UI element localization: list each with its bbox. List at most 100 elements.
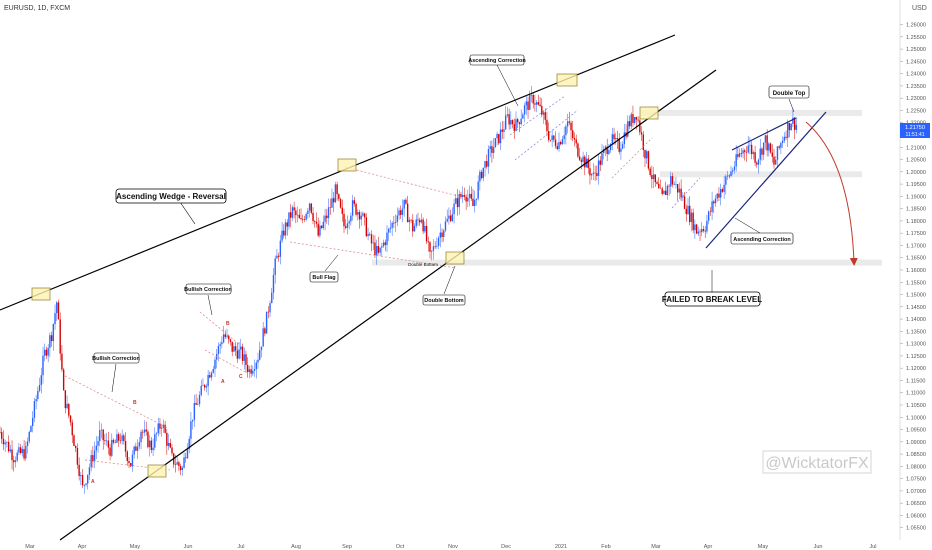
- candle-body: [119, 440, 122, 442]
- candle-body: [431, 250, 433, 252]
- candle-body: [375, 245, 378, 256]
- candle-body: [329, 207, 331, 208]
- watermark: @WicktatorFX: [765, 455, 869, 472]
- candle-body: [69, 415, 72, 423]
- candle-body: [308, 203, 311, 211]
- candle-body: [615, 138, 617, 140]
- candle-body: [766, 135, 768, 151]
- candle-body: [393, 222, 395, 224]
- candle-body: [391, 222, 393, 228]
- candle-body: [668, 185, 670, 187]
- y-tick-label: 1.06000: [906, 513, 926, 519]
- candle-body: [754, 152, 756, 163]
- candle-body: [666, 185, 669, 196]
- candle-body: [191, 419, 194, 422]
- candle-body: [658, 183, 660, 188]
- candle-body: [468, 193, 471, 198]
- candle-body: [690, 212, 693, 223]
- candle-body: [351, 200, 354, 216]
- candle-body: [348, 221, 350, 224]
- candle-body: [451, 214, 454, 221]
- candle-body: [2, 438, 5, 445]
- y-tick-label: 1.25000: [906, 47, 926, 53]
- candle-body: [123, 435, 125, 442]
- candle-body: [78, 464, 80, 477]
- candle-body: [229, 339, 232, 342]
- candle-body: [675, 184, 677, 185]
- svg-text:1.21750: 1.21750: [905, 125, 925, 131]
- candle-body: [126, 451, 128, 462]
- y-tick-label: 1.16500: [906, 256, 926, 262]
- x-tick-label: Apr: [78, 544, 87, 550]
- candle-body: [762, 142, 765, 155]
- candle-body: [642, 134, 644, 151]
- candle-body: [656, 182, 658, 184]
- candle-body: [246, 365, 249, 373]
- candle-body: [728, 175, 730, 177]
- candle-body: [207, 375, 209, 387]
- candle-body: [224, 334, 227, 337]
- candle-body: [327, 207, 330, 219]
- candle-body: [314, 220, 316, 222]
- candle-body: [257, 359, 259, 363]
- candle-body: [214, 359, 216, 369]
- candle-body: [566, 121, 569, 127]
- candle-body: [663, 190, 665, 194]
- candle-body: [360, 215, 362, 220]
- candle-body: [13, 460, 15, 463]
- candle-body: [702, 229, 705, 231]
- candle-body: [773, 156, 775, 165]
- y-tick-label: 1.18000: [906, 219, 926, 225]
- candle-body: [721, 189, 724, 192]
- x-tick-label: Jun: [814, 544, 823, 550]
- candle-body: [117, 434, 120, 441]
- candle-body: [420, 219, 423, 223]
- candle-body: [769, 143, 772, 153]
- abc-1-b: B: [133, 400, 137, 406]
- candle-body: [551, 135, 553, 141]
- candle-body: [142, 431, 144, 433]
- candle-body: [759, 148, 761, 160]
- candle-body: [682, 196, 684, 198]
- candle-body: [410, 219, 412, 221]
- candle-body: [432, 246, 435, 251]
- candle-body: [284, 222, 287, 236]
- candle-body: [80, 475, 82, 477]
- candle-body: [547, 131, 550, 140]
- candle-body: [262, 328, 264, 347]
- candle-body: [174, 464, 177, 466]
- candle-body: [92, 455, 94, 462]
- candle-body: [135, 446, 137, 451]
- candle-body: [556, 146, 558, 149]
- candle-body: [525, 101, 528, 106]
- candle-body: [370, 234, 373, 244]
- candle-body: [479, 171, 481, 182]
- candle-body: [577, 143, 579, 157]
- candle-body: [7, 441, 10, 452]
- candle-body: [470, 193, 472, 199]
- candle-body: [76, 447, 79, 465]
- candle-body: [326, 215, 328, 219]
- candle-body: [472, 198, 474, 207]
- candle-body: [529, 95, 531, 110]
- candle-body: [228, 335, 230, 340]
- callout-bullish-correction-1: Bullish Correction: [92, 352, 140, 393]
- candle-body: [30, 426, 32, 432]
- candle-body: [676, 184, 679, 193]
- candle-body: [320, 225, 323, 229]
- candle-body: [609, 144, 612, 151]
- candle-body: [87, 474, 89, 484]
- candle-body: [64, 390, 67, 409]
- candle-body: [785, 136, 787, 138]
- y-tick-label: 1.13000: [906, 342, 926, 348]
- x-tick-label: Mar: [25, 544, 35, 550]
- candle-body: [372, 242, 374, 244]
- candle-body: [190, 421, 192, 439]
- candles: [0, 85, 798, 494]
- x-tick-label: Oct: [396, 544, 405, 550]
- candle-body: [107, 440, 110, 448]
- y-axis: 1.26000 1.25500 1.25000 1.24500 1.24000 1.235…: [900, 23, 926, 532]
- candle-body: [16, 452, 18, 461]
- candle-body: [587, 158, 589, 169]
